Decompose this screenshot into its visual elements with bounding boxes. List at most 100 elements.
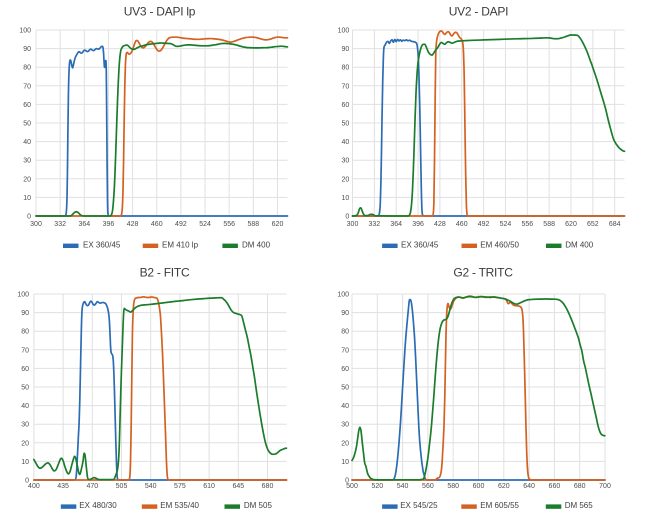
svg-text:EX 360/45: EX 360/45	[401, 240, 439, 249]
svg-text:588: 588	[543, 221, 555, 228]
svg-text:435: 435	[57, 483, 69, 490]
svg-text:300: 300	[30, 221, 42, 228]
svg-text:60: 60	[21, 366, 29, 373]
svg-text:492: 492	[175, 221, 187, 228]
svg-text:660: 660	[549, 483, 561, 490]
svg-text:90: 90	[342, 46, 350, 53]
svg-text:10: 10	[341, 459, 349, 466]
svg-text:60: 60	[341, 366, 349, 373]
svg-text:556: 556	[223, 221, 235, 228]
svg-text:90: 90	[23, 46, 31, 53]
svg-text:680: 680	[262, 483, 274, 490]
svg-text:500: 500	[346, 483, 358, 490]
svg-text:EX 545/25: EX 545/25	[400, 501, 438, 510]
svg-text:332: 332	[369, 221, 381, 228]
svg-text:645: 645	[232, 483, 244, 490]
svg-text:524: 524	[500, 221, 512, 228]
svg-text:620: 620	[498, 483, 510, 490]
svg-text:40: 40	[21, 403, 29, 410]
svg-text:10: 10	[23, 195, 31, 202]
svg-text:505: 505	[116, 483, 128, 490]
svg-text:DM 565: DM 565	[565, 501, 594, 510]
svg-text:364: 364	[390, 221, 402, 228]
svg-text:460: 460	[456, 221, 468, 228]
svg-text:70: 70	[21, 347, 29, 354]
svg-text:10: 10	[21, 459, 29, 466]
svg-text:80: 80	[341, 329, 349, 336]
svg-text:575: 575	[174, 483, 186, 490]
svg-text:520: 520	[371, 483, 383, 490]
svg-text:470: 470	[86, 483, 98, 490]
svg-text:396: 396	[103, 221, 115, 228]
svg-text:80: 80	[342, 65, 350, 72]
svg-text:90: 90	[21, 310, 29, 317]
svg-text:40: 40	[341, 403, 349, 410]
svg-text:DM 400: DM 400	[565, 240, 594, 249]
svg-text:EM 460/50: EM 460/50	[480, 240, 519, 249]
svg-text:524: 524	[199, 221, 211, 228]
svg-text:EM 410 lp: EM 410 lp	[162, 240, 199, 249]
svg-text:600: 600	[473, 483, 485, 490]
svg-text:428: 428	[434, 221, 446, 228]
svg-text:20: 20	[23, 176, 31, 183]
svg-text:20: 20	[342, 176, 350, 183]
svg-text:EM 535/40: EM 535/40	[160, 501, 199, 510]
svg-text:100: 100	[338, 28, 350, 35]
svg-text:G2 - TRITC: G2 - TRITC	[453, 265, 513, 279]
svg-text:70: 70	[341, 347, 349, 354]
svg-text:396: 396	[412, 221, 424, 228]
svg-text:428: 428	[127, 221, 139, 228]
svg-text:540: 540	[397, 483, 409, 490]
svg-text:50: 50	[341, 385, 349, 392]
svg-text:30: 30	[342, 158, 350, 165]
svg-text:100: 100	[19, 28, 31, 35]
svg-text:B2 - FITC: B2 - FITC	[140, 265, 190, 279]
svg-text:0: 0	[345, 214, 349, 221]
svg-text:460: 460	[151, 221, 163, 228]
svg-text:20: 20	[21, 440, 29, 447]
svg-text:UV2 - DAPI: UV2 - DAPI	[449, 5, 509, 19]
svg-text:30: 30	[23, 158, 31, 165]
svg-text:300: 300	[347, 221, 359, 228]
svg-text:DM 400: DM 400	[242, 240, 271, 249]
svg-text:50: 50	[21, 385, 29, 392]
svg-text:580: 580	[447, 483, 459, 490]
svg-text:EX 480/30: EX 480/30	[79, 501, 117, 510]
svg-text:0: 0	[345, 478, 349, 485]
svg-text:100: 100	[337, 292, 349, 299]
svg-text:50: 50	[342, 121, 350, 128]
svg-text:40: 40	[23, 139, 31, 146]
svg-text:684: 684	[609, 221, 621, 228]
svg-text:0: 0	[25, 478, 29, 485]
svg-text:50: 50	[23, 121, 31, 128]
svg-text:332: 332	[54, 221, 66, 228]
svg-text:30: 30	[21, 422, 29, 429]
svg-text:EX 360/45: EX 360/45	[83, 240, 121, 249]
svg-text:620: 620	[565, 221, 577, 228]
svg-text:640: 640	[523, 483, 535, 490]
svg-text:680: 680	[574, 483, 586, 490]
svg-text:400: 400	[28, 483, 40, 490]
svg-text:560: 560	[422, 483, 434, 490]
svg-text:0: 0	[27, 214, 31, 221]
svg-text:60: 60	[23, 102, 31, 109]
svg-text:610: 610	[203, 483, 215, 490]
svg-text:80: 80	[23, 65, 31, 72]
svg-text:364: 364	[78, 221, 90, 228]
svg-text:652: 652	[587, 221, 599, 228]
svg-text:90: 90	[341, 310, 349, 317]
svg-text:EM 605/55: EM 605/55	[480, 501, 519, 510]
svg-text:10: 10	[342, 195, 350, 202]
svg-text:UV3 - DAPI lp: UV3 - DAPI lp	[124, 5, 196, 19]
svg-text:700: 700	[599, 483, 611, 490]
svg-text:492: 492	[478, 221, 490, 228]
svg-text:620: 620	[272, 221, 284, 228]
svg-text:60: 60	[342, 102, 350, 109]
svg-text:100: 100	[17, 292, 29, 299]
svg-text:80: 80	[21, 329, 29, 336]
svg-text:30: 30	[341, 422, 349, 429]
svg-text:20: 20	[341, 440, 349, 447]
svg-text:DM 505: DM 505	[244, 501, 273, 510]
svg-text:540: 540	[145, 483, 157, 490]
svg-text:588: 588	[248, 221, 260, 228]
